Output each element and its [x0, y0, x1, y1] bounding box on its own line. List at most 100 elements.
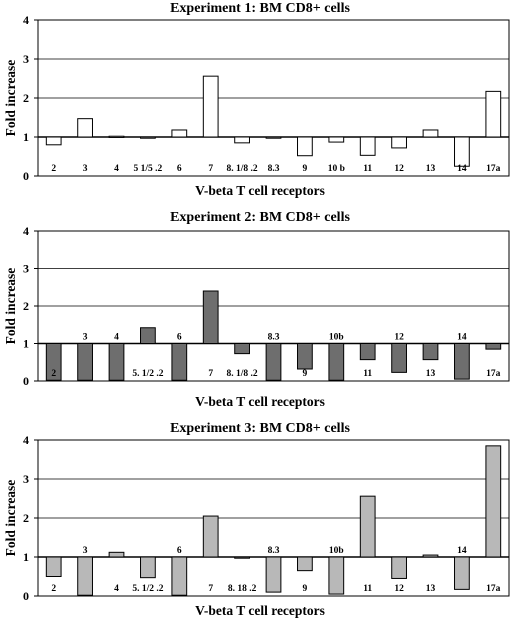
- y-tick-label: 4: [23, 13, 29, 27]
- bar-13: [422, 343, 439, 361]
- bar-5-1-2-2: [140, 327, 156, 344]
- bar-4: [108, 343, 125, 381]
- category-label: 3: [83, 164, 88, 174]
- bar-6: [171, 129, 188, 138]
- bar-11: [359, 495, 376, 558]
- bar-7: [202, 75, 219, 138]
- bar-9: [297, 556, 313, 572]
- category-label: 13: [426, 584, 436, 594]
- bar-6: [171, 343, 188, 381]
- y-tick-label: 1: [23, 130, 29, 144]
- category-label: 8.3: [268, 546, 280, 556]
- y-tick-label: 0: [23, 374, 29, 388]
- category-label: 14: [457, 546, 467, 556]
- category-label: 4: [114, 333, 119, 343]
- category-label: 5. 1/2 .2: [132, 584, 163, 594]
- category-label: 4: [114, 584, 119, 594]
- bar-2: [45, 343, 62, 381]
- category-label: 8. 18 .2: [228, 584, 257, 594]
- bar-5-1-5-2: [140, 136, 156, 139]
- bar-6: [171, 556, 188, 596]
- bar-4: [108, 135, 125, 138]
- bar-13: [422, 554, 439, 558]
- y-tick-label: 4: [23, 224, 29, 238]
- y-axis-label: Fold increase: [3, 60, 18, 137]
- category-label: 12: [394, 164, 404, 174]
- y-tick-label: 1: [23, 550, 29, 564]
- bar-7: [202, 515, 219, 558]
- bar-7: [202, 290, 219, 344]
- bar-8-1-8-2: [234, 136, 250, 144]
- category-label: 7: [208, 584, 213, 594]
- bar-8-3: [265, 136, 282, 139]
- category-label: 12: [394, 333, 404, 343]
- chart-title: Experiment 1: BM CD8+ cells: [170, 1, 350, 16]
- category-label: 10b: [329, 546, 344, 556]
- category-label: 6: [177, 546, 182, 556]
- chart-title: Experiment 3: BM CD8+ cells: [170, 421, 350, 436]
- category-label: 11: [363, 584, 372, 594]
- y-axis-label: Fold increase: [3, 480, 18, 557]
- chart-title: Experiment 2: BM CD8+ cells: [170, 210, 350, 225]
- category-label: 17a: [486, 369, 501, 379]
- y-tick-label: 0: [23, 169, 29, 183]
- category-label: 10 b: [328, 164, 345, 174]
- y-tick-label: 2: [23, 91, 29, 105]
- bar-9: [297, 343, 313, 370]
- bar-8-18-2: [234, 556, 250, 559]
- category-label: 5 1/5 .2: [134, 164, 163, 174]
- y-tick-label: 1: [23, 337, 29, 351]
- bar-2: [45, 136, 62, 146]
- category-label: 8.3: [268, 164, 280, 174]
- bar-13: [422, 129, 439, 138]
- category-label: 2: [51, 584, 56, 594]
- bar-4: [108, 551, 125, 558]
- category-label: 4: [114, 164, 119, 174]
- category-label: 14: [457, 333, 467, 343]
- y-tick-label: 3: [23, 262, 29, 276]
- y-tick-label: 3: [23, 52, 29, 66]
- category-label: 6: [177, 333, 182, 343]
- category-label: 7: [208, 369, 213, 379]
- y-axis-label: Fold increase: [3, 268, 18, 345]
- bar-3: [77, 556, 93, 596]
- y-tick-label: 0: [23, 589, 29, 603]
- bar-2: [45, 556, 62, 577]
- category-label: 11: [363, 164, 372, 174]
- bar-14: [454, 556, 470, 590]
- plot-area: 0 12 3 4 Fold increase 2 3 4 5. 1/2 .2 6 7 8. 1/8 .…: [3, 224, 510, 388]
- bar-10b: [328, 343, 345, 381]
- category-label: 9: [303, 164, 308, 174]
- category-label: 8. 1/8 .2: [227, 164, 258, 174]
- bar-8-1-8-2: [234, 343, 250, 355]
- bar-11: [359, 343, 376, 361]
- bar-14: [454, 343, 470, 380]
- y-tick-label: 4: [23, 433, 29, 447]
- x-axis-label: V-beta T cell receptors: [195, 183, 325, 198]
- bar-3: [77, 343, 93, 381]
- bar-17a: [485, 343, 502, 350]
- category-label: 8. 1/8 .2: [227, 369, 258, 379]
- category-label: 5. 1/2 .2: [132, 369, 163, 379]
- bar-10-b: [328, 136, 345, 143]
- category-label: 13: [426, 164, 436, 174]
- bar-5-1-2-2: [140, 556, 156, 579]
- bar-9: [297, 136, 313, 157]
- y-tick-label: 2: [23, 511, 29, 525]
- category-label: 3: [83, 546, 88, 556]
- bar-3: [77, 118, 93, 138]
- bar-12: [391, 343, 407, 373]
- x-axis-label: V-beta T cell receptors: [195, 394, 325, 409]
- bar-8-3: [265, 556, 282, 593]
- category-label: 3: [83, 333, 88, 343]
- bar-12: [391, 136, 407, 149]
- bar-8-3: [265, 343, 282, 381]
- category-label: 7: [208, 164, 213, 174]
- category-label: 2: [51, 164, 56, 174]
- y-tick-label: 3: [23, 472, 29, 486]
- category-label: 13: [426, 369, 436, 379]
- bar-11: [359, 136, 376, 156]
- category-label: 2: [51, 369, 56, 379]
